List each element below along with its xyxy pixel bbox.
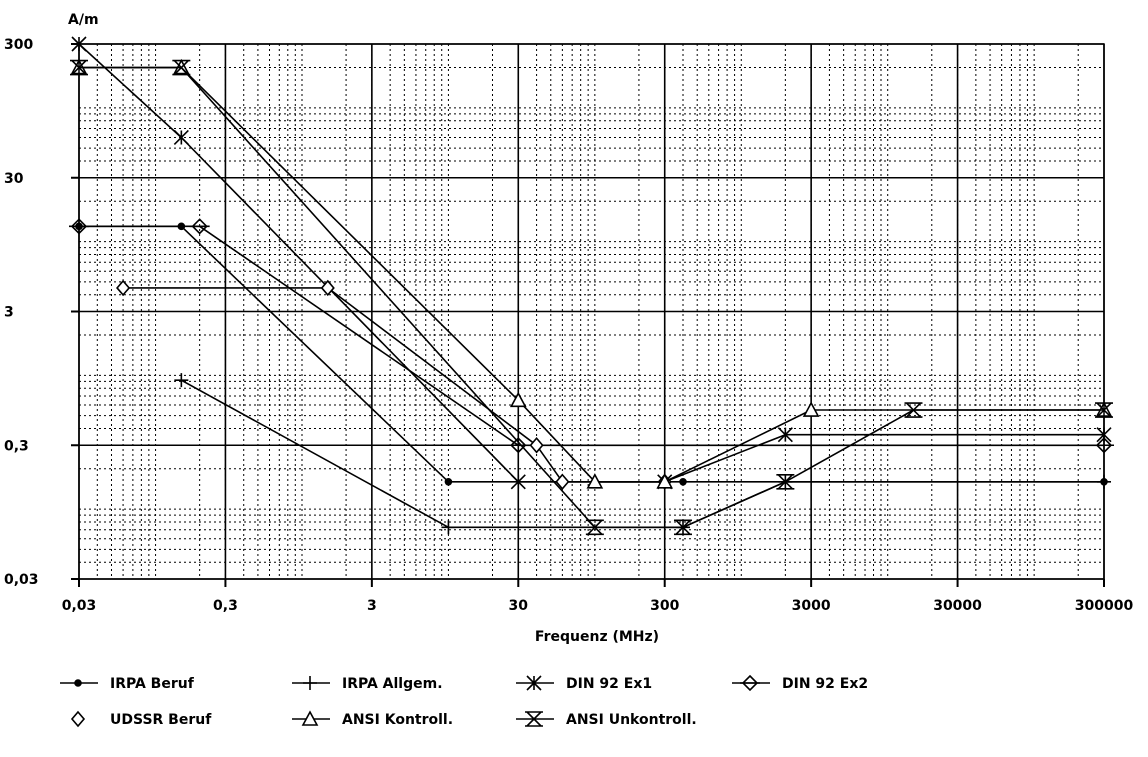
- legend-label: IRPA Beruf: [110, 676, 195, 692]
- legend-marker: [526, 675, 542, 691]
- x-tick-label: 30000: [933, 598, 982, 614]
- legend-label: ANSI Kontroll.: [342, 712, 453, 728]
- y-tick-label: 30: [4, 171, 24, 187]
- series-point: [444, 477, 453, 486]
- series-point: [555, 473, 570, 490]
- series-point: [777, 427, 793, 443]
- series-point: [116, 279, 131, 297]
- series-point: [510, 474, 526, 490]
- series-point: [174, 373, 189, 388]
- series-line: [123, 287, 665, 483]
- series-point: [529, 437, 544, 454]
- series-point: [904, 402, 923, 418]
- series-line: [79, 225, 1104, 483]
- series-point: [802, 401, 820, 417]
- legend-marker: [303, 676, 317, 690]
- legend-marker: [74, 679, 82, 687]
- legend-item: UDSSR Beruf: [70, 710, 212, 728]
- axis-layer: A/m Frequenz (MHz) 0,03 0,3 3 30 300 3000 3000…: [4, 12, 1133, 645]
- x-tick-label: 0,3: [213, 598, 238, 614]
- legend-label: UDSSR Beruf: [110, 712, 212, 728]
- y-tick-label: 0,03: [4, 572, 39, 588]
- series-point: [679, 477, 687, 486]
- y-tick-label: 300: [4, 37, 33, 53]
- legend-item: ANSI Unkontroll.: [516, 711, 697, 728]
- series-point: [508, 437, 529, 454]
- series-point: [172, 59, 191, 76]
- x-tick-label: 30: [509, 598, 529, 614]
- legend-item: IRPA Beruf: [60, 676, 195, 692]
- legend-label: ANSI Unkontroll.: [566, 712, 697, 728]
- y-axis-label: A/m: [68, 12, 99, 28]
- x-axis-label: Frequenz (MHz): [535, 629, 659, 645]
- legend-marker: [740, 674, 760, 692]
- series-point: [441, 520, 456, 535]
- legend-label: DIN 92 Ex1: [566, 676, 652, 692]
- legend-marker: [525, 711, 543, 727]
- x-tick-label: 300000: [1075, 598, 1134, 614]
- series-point: [586, 473, 604, 489]
- legend-item: DIN 92 Ex1: [516, 675, 652, 692]
- series-line: [180, 379, 1104, 529]
- series-point: [674, 519, 693, 536]
- series-point: [320, 279, 335, 297]
- legend-item: ANSI Kontroll.: [292, 710, 453, 728]
- series-point: [509, 391, 527, 408]
- x-tick-label: 3000: [792, 598, 831, 614]
- y-tick-label: 3: [4, 305, 14, 321]
- x-tick-label: 3: [367, 598, 377, 614]
- series-line: [78, 43, 1104, 483]
- series-layer: [69, 36, 1114, 536]
- y-tick-label: 0,3: [4, 438, 29, 454]
- series-point: [585, 519, 604, 536]
- legend: IRPA Beruf IRPA Allgem. DIN 92 Ex1 DIN 92 E…: [60, 674, 868, 728]
- legend-item: DIN 92 Ex2: [732, 674, 868, 692]
- legend-marker: [301, 710, 319, 726]
- series-point: [776, 473, 795, 490]
- x-tick-label: 300: [650, 598, 679, 614]
- series-line: [79, 66, 1104, 529]
- legend-label: IRPA Allgem.: [342, 676, 443, 692]
- grid-layer: [78, 43, 1105, 580]
- series-line: [79, 225, 1104, 447]
- legend-item: IRPA Allgem.: [292, 676, 443, 692]
- x-tick-label: 0,03: [62, 598, 97, 614]
- legend-marker: [70, 710, 86, 728]
- series-point: [656, 473, 674, 489]
- series-point: [173, 129, 189, 146]
- series-point: [189, 218, 210, 235]
- plot-frame: [78, 43, 1105, 580]
- legend-label: DIN 92 Ex2: [782, 676, 868, 692]
